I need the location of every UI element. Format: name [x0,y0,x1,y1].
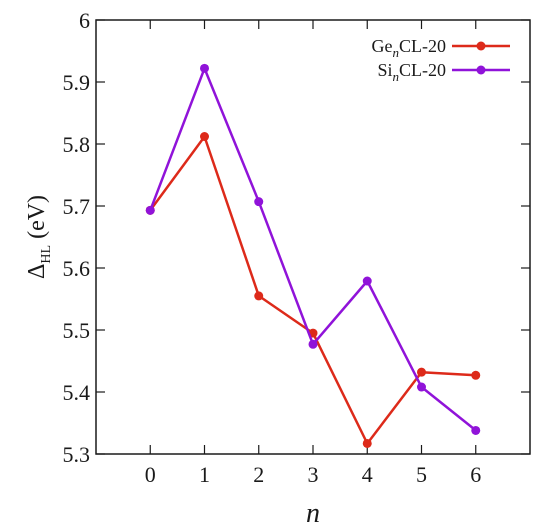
plot-frame [95,19,531,455]
data-point [417,382,426,392]
data-point [254,197,264,207]
legend-item-0: GenCL-20 [372,36,510,60]
data-point [254,291,264,301]
x-tick-label: 2 [253,462,264,487]
data-point [362,438,372,448]
series-0 [145,132,481,448]
y-tick-label: 5.9 [63,70,91,95]
x-tick-label: 0 [145,462,156,487]
x-tick-label: 1 [199,462,210,487]
legend-swatch-marker [476,65,486,75]
series-1 [145,63,481,435]
y-tick-label: 6 [79,8,90,33]
y-tick-label: 5.6 [63,256,91,281]
y-tick-label: 5.5 [63,318,91,343]
x-tick-label: 3 [308,462,319,487]
series-layer [145,63,481,448]
data-point [200,63,209,73]
data-point [145,205,155,215]
data-point [200,132,209,142]
data-point [308,339,318,349]
x-tick-label: 5 [416,462,427,487]
y-axis-title: ΔHL (eV) [24,195,54,279]
x-tick-label: 6 [470,462,481,487]
legend-item-1: SinCL-20 [377,60,510,84]
data-point [362,276,372,286]
legend-label: SinCL-20 [377,60,446,84]
y-tick-label: 5.4 [63,380,91,405]
series-line [149,135,476,445]
x-tick-label: 4 [362,462,373,487]
axis-ticks: 5.3 5.4 5.5 5.6 5.7 5.8 5.9 6 0 1 2 3 4 5 6 [63,8,530,487]
y-tick-label: 5.8 [63,132,91,157]
data-point [471,425,481,435]
y-tick-label: 5.3 [63,442,91,467]
svg-text:ΔHL(eV): ΔHL (eV) [24,195,54,279]
data-point [417,367,426,377]
y-tick-label: 5.7 [63,194,91,219]
legend-swatch-marker [476,41,486,51]
legend-label: GenCL-20 [372,36,447,60]
y-axis-symbol: Δ [24,264,50,279]
y-axis-unit: (eV) [24,195,50,239]
series-line [149,67,477,432]
x-axis-title: n [306,498,320,529]
data-point [471,370,481,380]
y-axis-subscript: HL [39,245,54,264]
